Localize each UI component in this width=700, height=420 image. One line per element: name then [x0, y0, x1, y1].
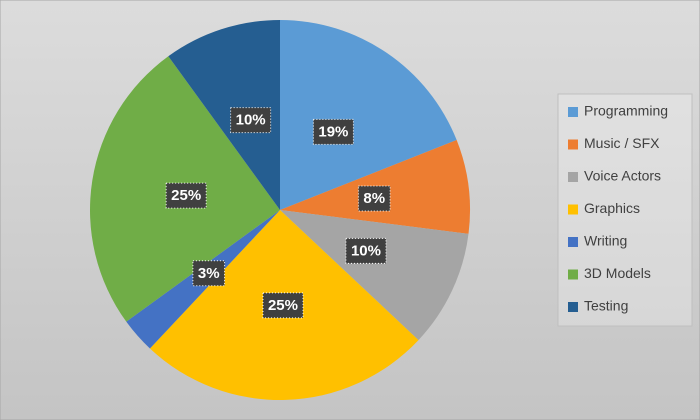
data-label: 8%: [363, 190, 385, 207]
data-label: 19%: [318, 123, 348, 140]
legend-marker: [568, 302, 578, 312]
pie-slice: [280, 20, 457, 210]
data-label-box: [192, 260, 226, 287]
legend-label: Music / SFX: [584, 135, 660, 151]
data-label-box: [230, 107, 272, 134]
data-label: 3%: [198, 265, 220, 282]
legend-label: Testing: [584, 298, 628, 314]
legend-box: [557, 93, 693, 327]
legend-marker: [568, 172, 578, 182]
data-label-box: [345, 237, 387, 264]
legend-marker: [568, 107, 578, 117]
data-label-box: [262, 292, 304, 319]
legend-label: Voice Actors: [584, 168, 661, 184]
legend-label: Programming: [584, 103, 668, 119]
data-label: 10%: [351, 242, 381, 259]
pie-slice: [280, 210, 469, 341]
legend-marker: [568, 139, 578, 150]
data-label: 25%: [171, 187, 201, 204]
legend-marker: [568, 204, 578, 215]
pie-slice: [168, 19, 280, 210]
data-label-box: [357, 185, 391, 212]
legend-label: 3D Models: [584, 265, 651, 281]
data-label: 10%: [236, 112, 266, 129]
legend-label: Graphics: [584, 200, 640, 216]
data-label-box: [312, 118, 354, 145]
legend-label: Writing: [584, 233, 627, 249]
legend-marker: [568, 269, 578, 280]
legend-marker: [568, 237, 578, 247]
data-label: 25%: [268, 297, 298, 314]
data-label-box: [165, 182, 207, 209]
